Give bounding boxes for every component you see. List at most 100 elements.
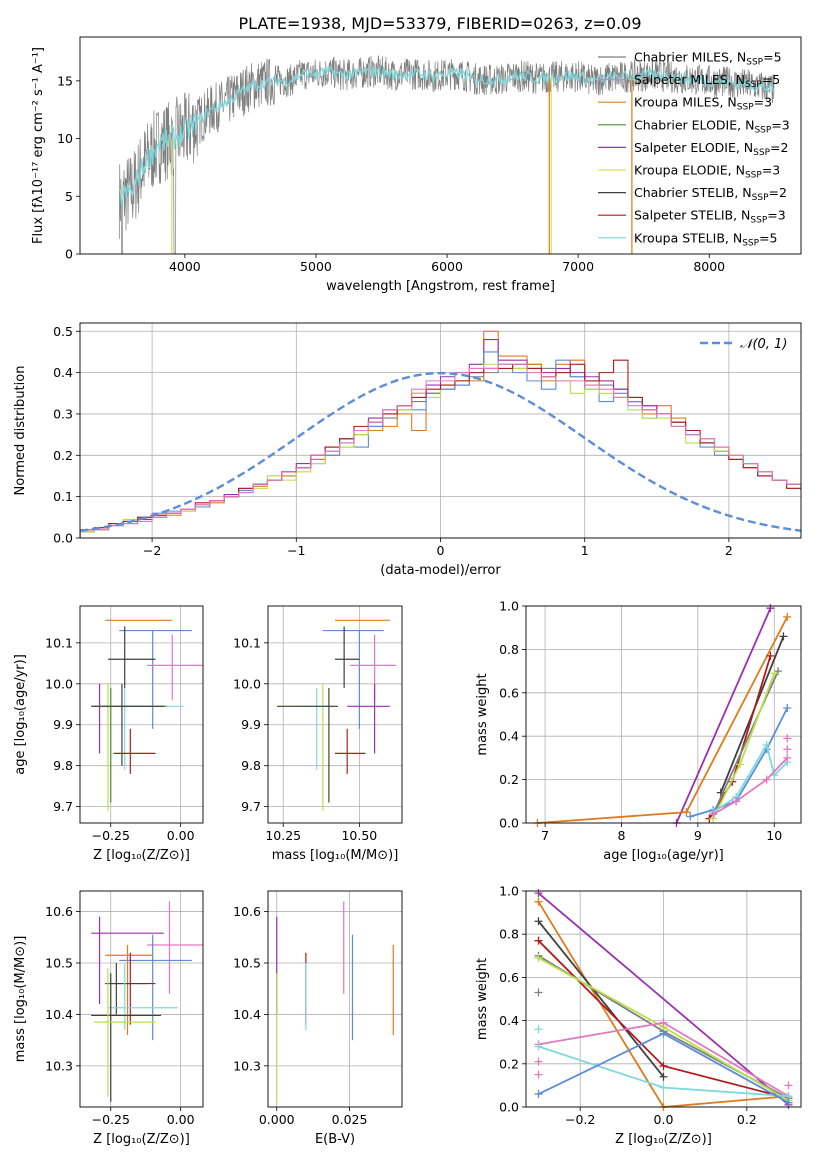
x-tick-label: 8000: [693, 259, 725, 274]
x-axis-label: mass [log₁₀(M/M⊙)]: [272, 848, 399, 863]
y-tick-label: 0.0: [499, 816, 519, 831]
x-tick-label: 10.50: [341, 828, 377, 843]
plus-marker: [783, 745, 792, 754]
y-tick-label: 15: [57, 73, 73, 88]
histogram-series: [80, 330, 801, 538]
y-tick-label: 0.6: [499, 685, 519, 700]
legend-label-tail: =2: [769, 185, 787, 200]
weight-line: [675, 607, 772, 824]
plus-marker: [735, 760, 744, 769]
y-tick-label: 10.6: [45, 904, 73, 919]
y-tick-label: 10.4: [45, 1007, 73, 1022]
legend-label: Kroupa ELODIE, NSSP=3: [634, 163, 780, 181]
y-axis-label: Normed distribution: [13, 366, 28, 496]
x-tick-label: 9: [694, 828, 702, 843]
legend-label: Chabrier MILES, NSSP=5: [634, 50, 782, 68]
y-tick-label: 0.6: [499, 970, 519, 985]
x-tick-label: 0: [437, 543, 445, 558]
spectrum-model-line: [118, 64, 775, 207]
plus-marker: [659, 1018, 668, 1027]
legend-label-tail: =3: [762, 163, 780, 178]
legend-label-tail: =5: [763, 50, 781, 65]
plus-marker: [783, 734, 792, 743]
x-tick-label: 10.25: [265, 828, 301, 843]
x-tick-label: 0.000: [259, 1112, 295, 1127]
weight-line: [712, 670, 779, 815]
plus-marker: [534, 917, 543, 926]
weight-line: [712, 757, 788, 816]
plus-marker: [783, 753, 792, 762]
y-tick-label: 0.3: [53, 406, 73, 421]
x-axis-label: wavelength [Angstrom, rest frame]: [326, 279, 555, 294]
x-tick-label: 4000: [169, 259, 201, 274]
legend-label-main: Kroupa MILES, N: [634, 95, 737, 110]
plus-marker: [534, 897, 543, 906]
legend-label-sub: SSP: [750, 216, 767, 226]
y-tick-label: 10.3: [233, 1058, 261, 1073]
y-tick-label: 0.4: [499, 1013, 519, 1028]
legend-label-main: Kroupa STELIB, N: [634, 230, 742, 245]
y-tick-label: 10.1: [45, 635, 73, 650]
x-tick-label: 8: [618, 828, 626, 843]
legend-label-sub: SSP: [752, 193, 769, 203]
legend-label-main: Chabrier STELIB, N: [634, 185, 752, 200]
weight-line: [537, 920, 665, 1078]
y-tick-label: 10.1: [233, 635, 261, 650]
plus-marker: [784, 1098, 793, 1107]
y-tick-label: 0: [65, 247, 73, 262]
legend-label: Salpeter MILES, NSSP=5: [634, 72, 780, 90]
mass_vs_ebv-axes: 0.000 0.025 10.3 10.4 10.5 10.6 E(B-V): [233, 891, 402, 1147]
y-tick-label: 10.5: [233, 956, 261, 971]
x-tick-label: 0.2: [737, 1112, 757, 1127]
x-tick-label: 7000: [562, 259, 594, 274]
histogram-series: [80, 351, 801, 538]
x-tick-label: −0.25: [92, 1112, 130, 1127]
x-axis-label: (data-model)/error: [380, 563, 501, 578]
figure-title: PLATE=1938, MJD=53379, FIBERID=0263, z=0…: [238, 14, 641, 33]
axes-frame: [525, 605, 802, 824]
y-tick-label: 0.2: [499, 772, 519, 787]
plus-marker: [534, 953, 543, 962]
x-tick-label: −0.2: [565, 1112, 595, 1127]
axes-frame: [267, 890, 403, 1108]
x-tick-label: 10: [766, 828, 782, 843]
legend-label-tail: =2: [770, 140, 788, 155]
plus-marker: [534, 1057, 543, 1066]
y-tick-label: 1.0: [499, 884, 519, 899]
x-tick-label: −1: [287, 543, 305, 558]
plus-marker: [659, 1083, 668, 1092]
plus-marker: [783, 703, 792, 712]
axes-frame: [79, 322, 802, 539]
age_vs_mass-axes: 10.25 10.50 9.7 9.8 9.9 10.0 10.1 mass [log₁₀(M…: [233, 606, 402, 863]
x-tick-label: 2: [725, 543, 733, 558]
y-tick-label: 0.4: [53, 365, 73, 380]
plus-marker: [534, 936, 543, 945]
plus-marker: [770, 669, 779, 678]
y-axis-label: mass weight: [475, 673, 490, 755]
histogram-series: [80, 338, 801, 538]
legend-label-sub: SSP: [737, 103, 754, 113]
plus-marker: [534, 1090, 543, 1099]
legend-label: Chabrier ELODIE, NSSP=3: [634, 117, 790, 135]
y-tick-label: 9.8: [53, 758, 73, 773]
gaussian-legend-label: 𝒩(0, 1): [740, 337, 787, 352]
plus-marker: [682, 808, 691, 817]
legend-label-sub: SSP: [742, 238, 759, 248]
y-tick-label: 1.0: [499, 599, 519, 614]
plus-marker: [686, 812, 695, 821]
plus-marker: [534, 1025, 543, 1034]
y-tick-label: 0.4: [499, 729, 519, 744]
axes-frame: [79, 890, 204, 1108]
plus-marker: [534, 1042, 543, 1051]
y-tick-label: 10.6: [233, 904, 261, 919]
legend-label: Salpeter ELODIE, NSSP=2: [634, 140, 788, 158]
legend-label-tail: =5: [762, 72, 780, 87]
plus-marker: [659, 1072, 668, 1081]
legend-label-sub: SSP: [754, 125, 771, 135]
x-tick-label: 0.0: [654, 1112, 674, 1127]
legend-label: Kroupa MILES, NSSP=3: [634, 95, 772, 113]
y-tick-label: 0.1: [53, 489, 73, 504]
y-tick-label: 0.0: [53, 531, 73, 546]
